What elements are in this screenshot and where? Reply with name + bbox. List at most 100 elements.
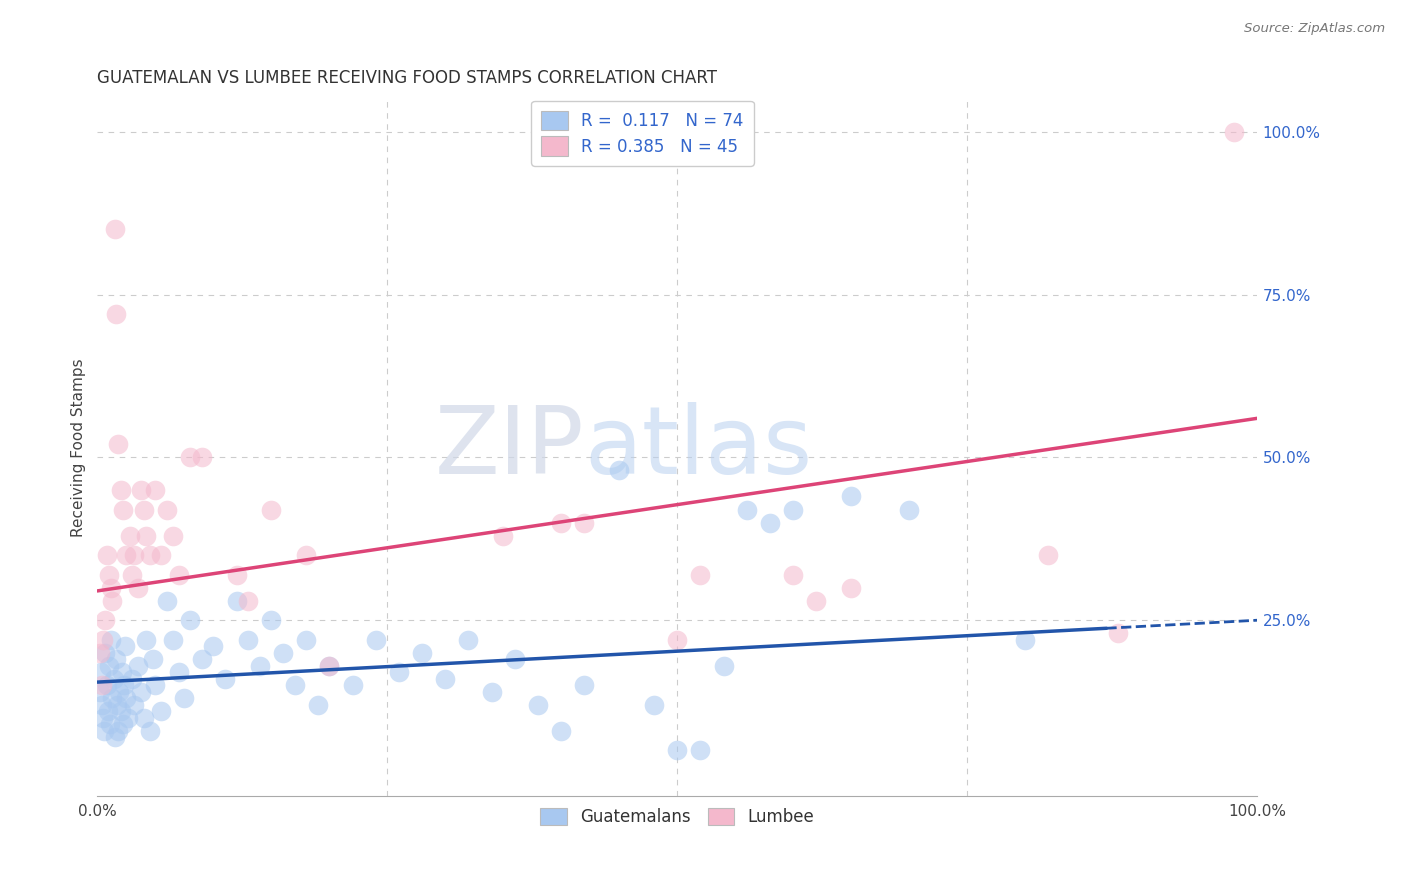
Point: [1038, 548, 1060, 562]
Point: [434, 672, 457, 686]
Point: [225, 567, 247, 582]
Point: [150, 548, 173, 562]
Point: [103, 672, 125, 686]
Point: [143, 678, 166, 692]
Point: [492, 528, 515, 542]
Point: [114, 640, 136, 654]
Point: [271, 646, 294, 660]
Point: [150, 705, 173, 719]
Point: [131, 685, 153, 699]
Point: [898, 502, 921, 516]
Point: [503, 652, 526, 666]
Point: [689, 567, 711, 582]
Point: [91, 698, 114, 712]
Point: [115, 691, 138, 706]
Point: [214, 672, 236, 686]
Point: [121, 567, 143, 582]
Point: [236, 593, 259, 607]
Point: [117, 711, 139, 725]
Point: [735, 502, 758, 516]
Point: [689, 743, 711, 757]
Point: [94, 613, 117, 627]
Point: [167, 665, 190, 680]
Point: [574, 678, 596, 692]
Point: [90, 665, 112, 680]
Point: [112, 678, 135, 692]
Point: [839, 490, 862, 504]
Point: [550, 516, 572, 530]
Point: [806, 593, 828, 607]
Y-axis label: Receiving Food Stamps: Receiving Food Stamps: [72, 359, 86, 537]
Text: GUATEMALAN VS LUMBEE RECEIVING FOOD STAMPS CORRELATION CHART: GUATEMALAN VS LUMBEE RECEIVING FOOD STAM…: [97, 69, 717, 87]
Text: Source: ZipAtlas.com: Source: ZipAtlas.com: [1244, 22, 1385, 36]
Point: [318, 658, 340, 673]
Point: [91, 711, 114, 725]
Point: [550, 723, 572, 738]
Point: [457, 632, 479, 647]
Point: [104, 307, 127, 321]
Point: [143, 483, 166, 497]
Point: [105, 698, 128, 712]
Legend: Guatemalans, Lumbee: Guatemalans, Lumbee: [533, 802, 821, 833]
Point: [138, 548, 160, 562]
Point: [260, 613, 283, 627]
Point: [138, 723, 160, 738]
Point: [527, 698, 550, 712]
Point: [307, 698, 329, 712]
Point: [104, 731, 127, 745]
Point: [124, 698, 146, 712]
Point: [104, 652, 127, 666]
Point: [481, 685, 503, 699]
Point: [295, 548, 318, 562]
Point: [607, 463, 630, 477]
Point: [91, 678, 114, 692]
Point: [225, 593, 247, 607]
Point: [202, 640, 225, 654]
Point: [118, 528, 141, 542]
Point: [104, 222, 127, 236]
Point: [342, 678, 364, 692]
Point: [283, 678, 305, 692]
Point: [156, 502, 179, 516]
Text: ZIP: ZIP: [434, 401, 585, 493]
Point: [101, 691, 124, 706]
Point: [111, 502, 134, 516]
Point: [110, 483, 132, 497]
Point: [782, 502, 804, 516]
Point: [666, 632, 689, 647]
Point: [127, 581, 149, 595]
Point: [574, 516, 596, 530]
Point: [179, 450, 201, 465]
Point: [131, 483, 153, 497]
Point: [173, 691, 195, 706]
Point: [236, 632, 259, 647]
Point: [839, 581, 862, 595]
Point: [249, 658, 271, 673]
Point: [115, 548, 138, 562]
Point: [108, 685, 131, 699]
Point: [100, 581, 122, 595]
Point: [162, 632, 184, 647]
Point: [759, 516, 782, 530]
Point: [782, 567, 804, 582]
Point: [124, 548, 146, 562]
Point: [127, 658, 149, 673]
Point: [89, 685, 111, 699]
Point: [93, 723, 115, 738]
Point: [135, 528, 157, 542]
Point: [156, 593, 179, 607]
Point: [111, 665, 134, 680]
Point: [89, 646, 111, 660]
Point: [132, 711, 155, 725]
Point: [162, 528, 184, 542]
Point: [643, 698, 665, 712]
Point: [318, 658, 340, 673]
Point: [364, 632, 387, 647]
Point: [107, 437, 129, 451]
Point: [1223, 125, 1246, 139]
Point: [142, 652, 165, 666]
Point: [107, 723, 129, 738]
Point: [666, 743, 689, 757]
Point: [190, 652, 212, 666]
Point: [94, 646, 117, 660]
